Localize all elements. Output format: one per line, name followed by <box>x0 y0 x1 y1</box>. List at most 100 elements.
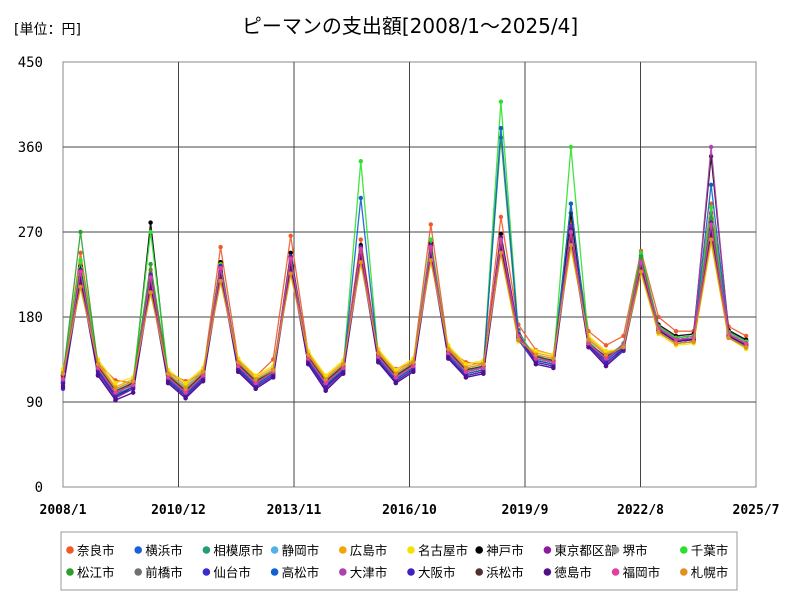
legend-label: 徳島市 <box>554 565 592 580</box>
data-point <box>481 362 486 367</box>
legend-marker <box>407 568 415 576</box>
data-point <box>236 360 241 365</box>
y-tick-label: 450 <box>18 55 43 71</box>
data-point <box>183 380 188 386</box>
data-point <box>428 237 433 242</box>
data-point <box>165 375 171 380</box>
data-point <box>148 275 153 280</box>
legend-marker <box>202 568 211 576</box>
data-point <box>200 373 206 378</box>
data-point <box>533 356 539 361</box>
data-point <box>743 333 749 339</box>
data-point <box>236 363 241 369</box>
legend-label: 浜松市 <box>486 565 524 580</box>
data-point <box>306 362 311 367</box>
data-point <box>708 182 714 187</box>
data-point <box>341 362 346 367</box>
data-point <box>638 269 644 274</box>
data-point <box>271 367 276 373</box>
legend-label: 静岡市 <box>282 543 320 558</box>
legend-item: 札幌市 <box>680 565 728 580</box>
data-point <box>411 369 416 374</box>
data-point <box>376 354 381 359</box>
y-tick-label: 90 <box>26 395 43 411</box>
legend-item: 奈良市 <box>66 543 115 558</box>
data-point <box>288 256 293 261</box>
series-19 <box>60 237 749 391</box>
legend-label: 大津市 <box>350 565 388 580</box>
legend-marker <box>202 546 211 554</box>
legend-marker <box>134 568 142 576</box>
data-point <box>551 365 556 371</box>
axes: 0 90 180 270 360 450 2008/1 2010/12 2013/11 2016/… <box>18 55 780 518</box>
legend-marker <box>270 546 279 554</box>
data-point <box>568 243 574 248</box>
data-point <box>551 356 556 361</box>
data-point <box>341 371 346 376</box>
data-point <box>708 144 714 150</box>
data-point <box>726 335 731 340</box>
data-point <box>393 380 398 386</box>
data-point <box>393 375 398 380</box>
data-point <box>165 380 171 386</box>
legend-marker <box>339 568 347 576</box>
data-point <box>95 362 101 367</box>
data-point <box>463 375 469 380</box>
y-tick-label: 180 <box>18 310 43 326</box>
legend-item: 浜松市 <box>475 565 524 580</box>
legend-item: 名古屋市 <box>407 543 468 558</box>
legend-label: 奈良市 <box>77 543 115 558</box>
data-point <box>533 362 539 367</box>
legend-marker <box>134 546 142 554</box>
legend-label: 前橋市 <box>145 565 183 580</box>
data-point <box>60 371 66 376</box>
data-point <box>481 371 486 376</box>
data-point <box>130 390 136 395</box>
data-point <box>446 356 451 361</box>
legend-marker <box>475 546 484 554</box>
data-point <box>708 205 714 210</box>
data-point <box>463 362 469 367</box>
data-point <box>673 329 679 334</box>
data-point <box>708 237 714 242</box>
data-point <box>95 365 101 371</box>
data-point <box>586 341 591 346</box>
legend-label: 大阪市 <box>418 565 456 580</box>
data-point <box>498 125 504 131</box>
data-point <box>708 222 714 227</box>
chart-title: ピーマンの支出額[2008/1～2025/4] <box>242 14 578 38</box>
data-point <box>673 341 679 346</box>
data-point <box>603 363 609 369</box>
data-point <box>113 380 118 386</box>
data-point <box>586 345 591 350</box>
data-point <box>428 222 433 227</box>
legend-marker <box>475 568 484 576</box>
legend-label: 広島市 <box>350 543 388 558</box>
data-point <box>428 244 433 250</box>
data-point <box>533 352 539 357</box>
data-point <box>130 379 136 384</box>
data-point <box>481 365 486 371</box>
legend-item: 高松市 <box>270 565 319 580</box>
data-point <box>568 144 574 150</box>
legend-marker <box>66 568 74 576</box>
data-point <box>288 233 293 238</box>
data-point <box>743 341 749 346</box>
data-point <box>78 284 83 289</box>
data-point <box>411 363 416 369</box>
data-point <box>60 384 66 390</box>
legend-item: 神戸市 <box>475 543 524 558</box>
legend-item: 横浜市 <box>134 543 183 558</box>
data-point <box>78 250 83 255</box>
data-point <box>621 345 626 350</box>
data-point <box>638 260 644 265</box>
legend-item: 広島市 <box>339 543 387 558</box>
data-point <box>253 380 258 386</box>
legend-marker <box>270 568 279 576</box>
data-point <box>113 386 118 391</box>
data-point <box>218 278 223 284</box>
data-point <box>183 396 188 401</box>
legend-item: 東京都区部 <box>543 543 617 558</box>
data-point <box>358 159 363 164</box>
